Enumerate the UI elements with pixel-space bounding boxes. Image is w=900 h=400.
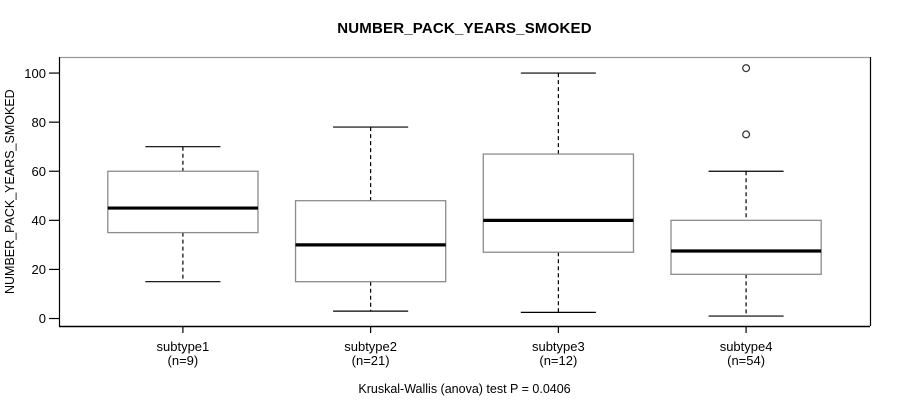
group-count-label: (n=12)	[539, 353, 578, 368]
x-group-label-subtype1: subtype1 (n=9)	[113, 340, 253, 368]
group-name-label: subtype2	[344, 339, 397, 354]
y-tick-label: 20	[31, 261, 46, 277]
iqr-box	[107, 170, 259, 234]
group-count-label: (n=54)	[727, 353, 766, 368]
y-tick-label: 80	[31, 114, 46, 130]
iqr-box	[670, 219, 822, 275]
iqr-box	[482, 153, 635, 253]
iqr-box	[294, 200, 447, 283]
group-name-label: subtype1	[156, 339, 210, 354]
boxplot-subtype2	[294, 126, 447, 312]
y-tick-label: 100	[24, 65, 46, 81]
boxplot-subtype4	[670, 64, 822, 317]
boxplot-subtype1	[107, 146, 259, 283]
outlier-point	[742, 64, 751, 73]
group-name-label: subtype3	[531, 339, 585, 354]
group-name-label: subtype4	[719, 339, 773, 354]
stat-test-caption: Kruskal-Wallis (anova) test P = 0.0406	[358, 382, 571, 396]
x-group-label-subtype2: subtype2 (n=21)	[301, 340, 441, 368]
group-count-label: (n=9)	[167, 353, 199, 368]
y-tick-label: 60	[31, 163, 46, 179]
boxplot-subtype3	[482, 72, 635, 313]
x-group-label-subtype4: subtype4 (n=54)	[676, 340, 816, 368]
x-group-label-subtype3: subtype3 (n=12)	[488, 340, 628, 368]
y-tick-label: 40	[31, 212, 46, 228]
group-count-label: (n=21)	[351, 353, 390, 368]
outlier-point	[742, 130, 751, 139]
chart-title: NUMBER_PACK_YEARS_SMOKED	[337, 20, 592, 37]
y-tick-label: 0	[38, 311, 46, 326]
